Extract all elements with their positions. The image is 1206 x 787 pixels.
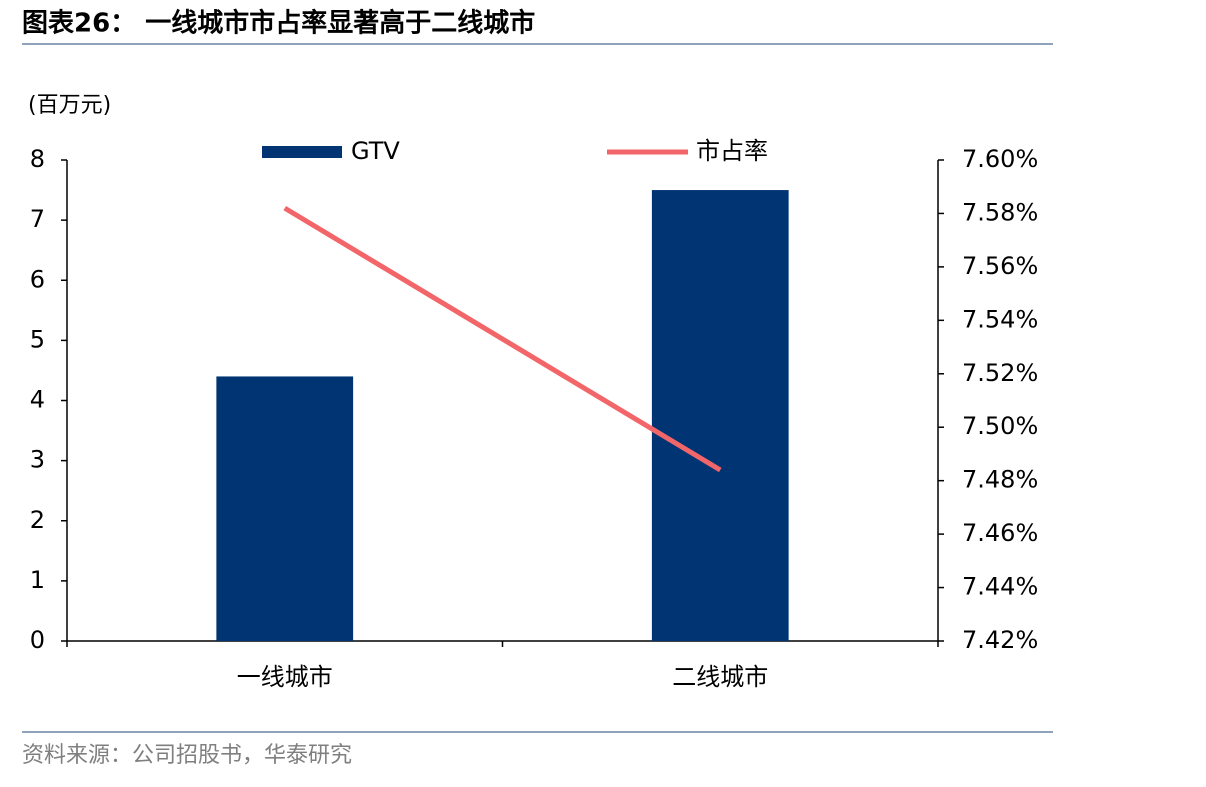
line: [283, 205, 722, 473]
legend-label: GTV: [351, 137, 400, 165]
y2-tick-label: 7.48%: [962, 466, 1038, 494]
y2-tick-label: 7.56%: [962, 252, 1038, 280]
x-tick-label: 一线城市: [237, 663, 333, 691]
y-axis-label: (百万元): [28, 93, 111, 118]
y2-tick-label: 7.52%: [962, 359, 1038, 387]
chart-title: 图表26： 一线城市市占率显著高于二线城市: [22, 8, 535, 39]
bar: [216, 376, 354, 641]
y2-tick-label: 7.54%: [962, 305, 1038, 333]
y2-tick-label: 7.58%: [962, 198, 1038, 226]
bar: [651, 190, 789, 641]
y2-tick-label: 7.50%: [962, 412, 1038, 440]
legend-label: 市占率: [696, 137, 768, 165]
y-tick-label: 3: [30, 446, 45, 474]
y-tick-label: 6: [30, 265, 45, 293]
y2-tick-label: 7.46%: [962, 519, 1038, 547]
legend-swatch: [262, 146, 342, 158]
source-note: 资料来源：公司招股书，华泰研究: [22, 743, 352, 768]
y-tick-label: 2: [30, 506, 45, 534]
x-tick-label: 二线城市: [672, 663, 768, 691]
y-tick-label: 8: [30, 145, 45, 173]
y2-tick-label: 7.60%: [962, 145, 1038, 173]
y-tick-label: 5: [30, 325, 45, 353]
y-tick-label: 1: [30, 566, 45, 594]
y-tick-label: 7: [30, 205, 45, 233]
y-tick-label: 0: [30, 626, 45, 654]
y2-tick-label: 7.42%: [962, 626, 1038, 654]
y-tick-label: 4: [30, 386, 45, 414]
y2-tick-label: 7.44%: [962, 573, 1038, 601]
